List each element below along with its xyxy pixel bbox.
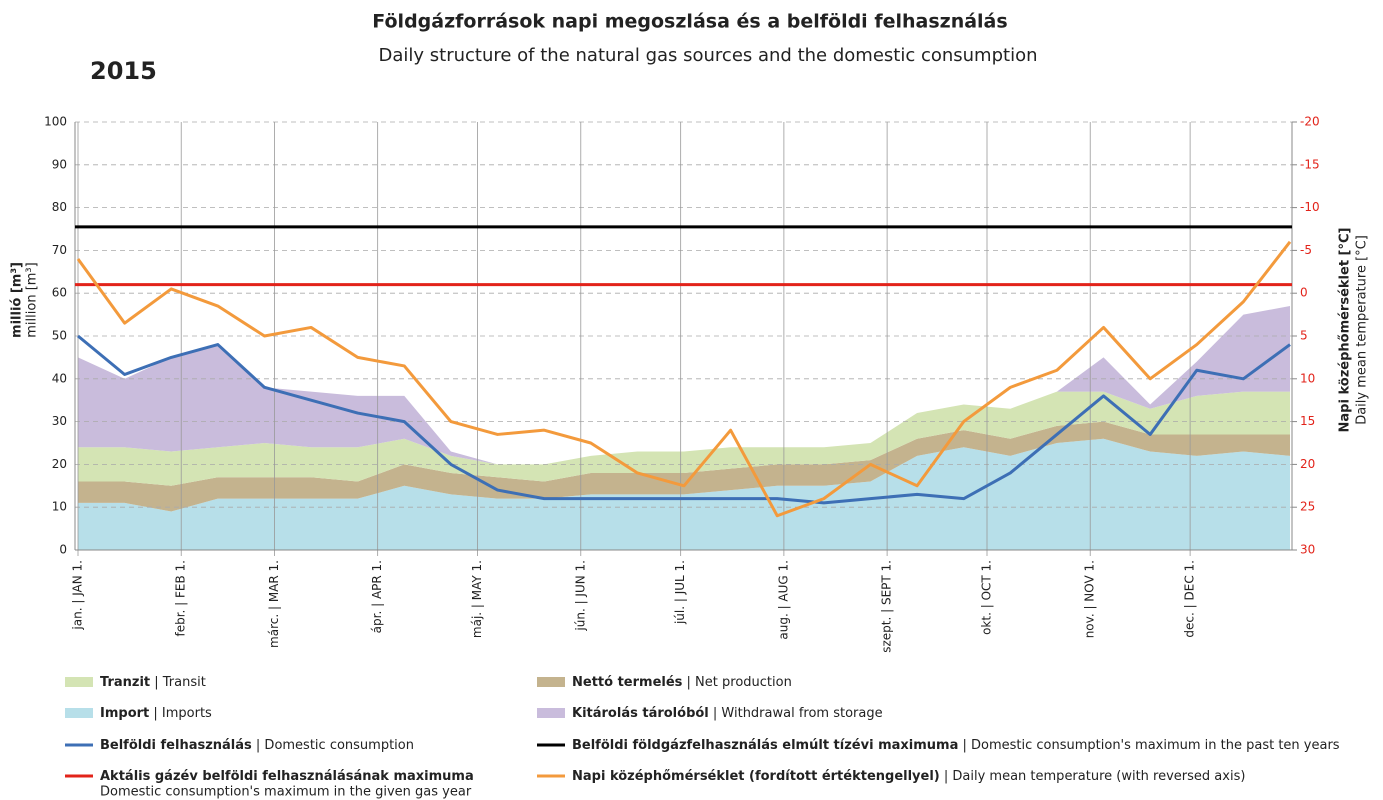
legend-name: Belföldi földgázfelhasználás elmúlt tízé… <box>572 738 958 753</box>
legend-swatch <box>537 677 565 687</box>
legend-entry: Import | Imports <box>100 706 212 721</box>
y2-tick-label: 5 <box>1300 329 1308 343</box>
legend-name: Tranzit <box>100 675 150 690</box>
line <box>76 240 1292 518</box>
x-tick-label: jún. | JUN 1. <box>573 560 587 632</box>
y-tick-label: 60 <box>52 286 67 300</box>
legend-swatch <box>537 708 565 718</box>
legend-detail: | Daily mean temperature (with reversed … <box>944 769 1246 784</box>
y-tick-label: 40 <box>52 371 67 385</box>
y2-tick-label: 20 <box>1300 457 1315 471</box>
legend-name: Napi középhőmérséklet (fordított értékte… <box>572 769 940 784</box>
legend-detail: | Net production <box>687 675 792 690</box>
legend-entry: Belföldi földgázfelhasználás elmúlt tízé… <box>572 738 1340 753</box>
legend-swatch <box>65 677 93 687</box>
legend-entry: Nettó termelés | Net production <box>572 675 792 690</box>
y2-tick-label: 0 <box>1300 286 1308 300</box>
legend-swatch <box>65 708 93 718</box>
legend-entry: Aktális gázév belföldi felhasználásának … <box>100 769 474 784</box>
legend-detail: | Imports <box>153 706 212 721</box>
y-tick-label: 80 <box>52 200 67 214</box>
y2-tick-label: 25 <box>1300 500 1315 514</box>
y2-tick-label: -10 <box>1300 200 1320 214</box>
y-tick-label: 30 <box>52 414 67 428</box>
y-tick-label: 100 <box>44 115 67 129</box>
x-tick-label: júl. | JUL 1. <box>673 560 687 625</box>
legend-detail: | Domestic consumption's maximum in the … <box>962 738 1339 753</box>
x-tick-label: márc. | MAR 1. <box>267 560 281 648</box>
area <box>78 306 1290 465</box>
legend-entry: Tranzit | Transit <box>100 675 206 690</box>
legend-entry: Napi középhőmérséklet (fordított értékte… <box>572 769 1245 784</box>
legend-detail: | Withdrawal from storage <box>713 706 883 721</box>
y-axis-label-en: million [m³] <box>25 262 40 337</box>
y-tick-label: 0 <box>59 543 67 557</box>
legend-name: Belföldi felhasználás <box>100 738 252 753</box>
y-tick-label: 50 <box>52 329 67 343</box>
y2-tick-label: -20 <box>1300 115 1320 129</box>
y-tick-label: 70 <box>52 243 67 257</box>
x-tick-label: jan. | JAN 1. <box>71 560 85 631</box>
y-tick-label: 90 <box>52 157 67 171</box>
chart-title: Földgázforrások napi megoszlása és a bel… <box>372 11 1007 33</box>
legend-detail: | Domestic consumption <box>256 738 414 753</box>
year: 2015 <box>90 57 157 85</box>
legend-entry: Belföldi felhasználás | Domestic consump… <box>100 738 414 753</box>
legend-name: Aktális gázév belföldi felhasználásának … <box>100 769 474 784</box>
x-tick-label: ápr. | APR 1. <box>370 560 384 633</box>
chart-subtitle: Daily structure of the natural gas sourc… <box>379 45 1038 66</box>
y2-axis-label-en: Daily mean temperature [°C] <box>1355 235 1370 425</box>
y-axis-label: millió [m³] <box>10 262 25 338</box>
y2-axis-label: Napi középhőmérséklet [°C] <box>1338 228 1353 433</box>
legend-detail: | Transit <box>154 675 206 690</box>
y2-tick-label: -15 <box>1300 157 1320 171</box>
x-tick-label: dec. | DEC 1. <box>1183 560 1197 638</box>
x-tick-label: okt. | OCT 1. <box>980 560 994 635</box>
legend-note: Domestic consumption's maximum in the gi… <box>100 785 472 800</box>
x-tick-label: máj. | MAY 1. <box>470 560 484 638</box>
y2-tick-label: 10 <box>1300 371 1315 385</box>
x-tick-label: aug. | AUG 1. <box>776 560 790 640</box>
y2-tick-label: 30 <box>1300 543 1315 557</box>
y2-tick-label: 15 <box>1300 414 1315 428</box>
x-tick-label: nov. | NOV 1. <box>1083 560 1097 638</box>
legend-entry: Kitárolás tárolóból | Withdrawal from st… <box>572 706 883 721</box>
x-tick-label: szept. | SEPT 1. <box>880 560 894 653</box>
y-tick-label: 10 <box>52 500 67 514</box>
legend-name: Kitárolás tárolóból <box>572 706 709 721</box>
y-tick-label: 20 <box>52 457 67 471</box>
legend-name: Import <box>100 706 149 721</box>
y2-tick-label: -5 <box>1300 243 1312 257</box>
x-tick-label: febr. | FEB 1. <box>174 560 188 637</box>
legend-name: Nettó termelés <box>572 675 683 690</box>
line <box>77 334 1291 505</box>
